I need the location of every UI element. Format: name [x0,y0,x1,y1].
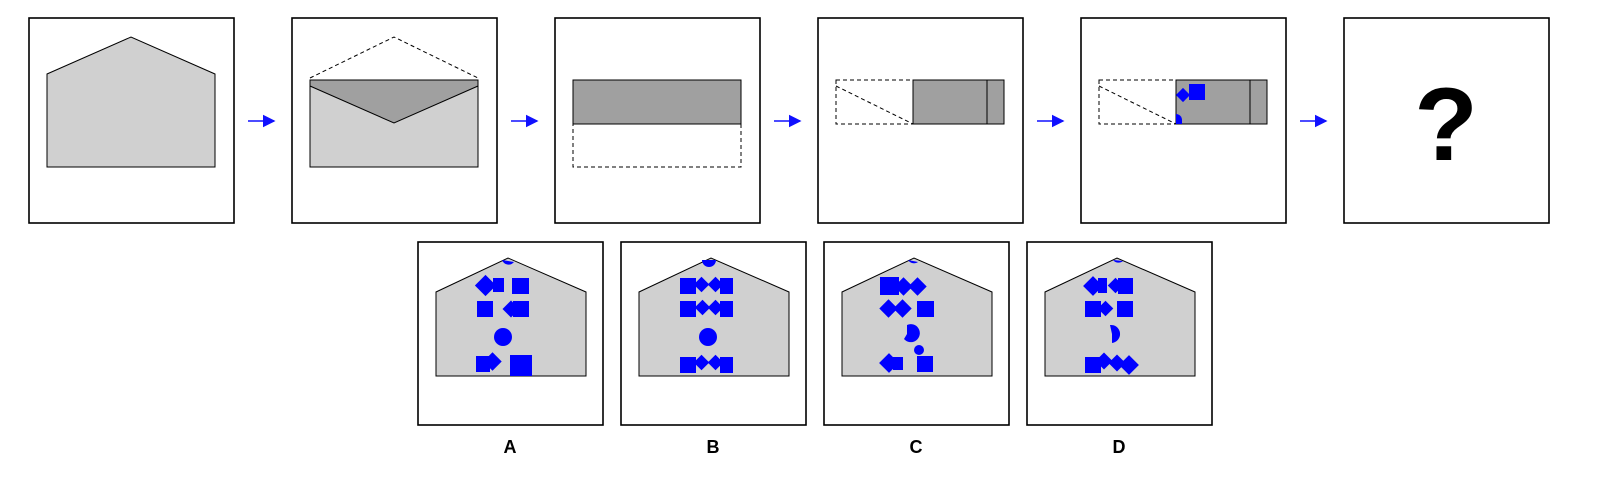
step-2-panel [291,17,498,224]
hole-top [908,260,918,264]
option-label: D [1113,437,1126,457]
hole-top [702,260,716,267]
hole-diamond [908,277,927,296]
hole-three-quarter-circle [1110,324,1121,343]
hole-square [880,277,899,295]
hole-diamond [893,299,912,318]
hole-square [720,301,733,317]
diagonal-fold-trace [1098,85,1177,125]
folded-flap [309,79,479,124]
hole-square [680,301,696,317]
original-bottom-outline [572,123,742,168]
step-3-panel [554,17,761,224]
hole-square [1118,278,1133,294]
panel-frame [1343,17,1550,224]
hole-square [720,278,733,294]
hole-square [720,357,733,373]
pentagon-sheet [46,36,216,168]
option-label: A [504,437,517,457]
step-5-panel [1080,17,1287,224]
original-flap-outline [309,36,479,79]
question-mark-icon: ? [1414,67,1478,183]
question-panel: ? [1343,17,1550,224]
pentagon-sheet [638,257,790,377]
hole-square [893,357,903,370]
hole-circle-small [914,345,924,355]
hole-square [512,278,529,294]
hole-diamond [1097,300,1114,317]
punched-hole-square [1189,84,1205,100]
punched-hole-half-circle [1176,114,1182,124]
step-1-panel [28,17,235,224]
hole-square [1098,278,1107,293]
hole-square [1085,301,1101,317]
option-d[interactable]: D [1026,241,1213,457]
hole-diamond [1119,355,1139,375]
option-label: C [910,437,923,457]
option-a[interactable]: A [417,241,604,457]
hole-three-quarter-circle [904,324,920,343]
hole-diamond [483,352,502,371]
hole-circle [699,328,717,346]
hole-square [1117,301,1133,317]
hole-square [513,301,529,317]
hole-diamond [1083,276,1103,296]
diagonal-fold-trace [835,85,914,125]
step-4-panel [817,17,1024,224]
hole-top [1113,260,1123,263]
folded-block [912,79,1005,125]
hole-top [502,260,514,265]
hole-square [493,278,504,292]
option-label: B [707,437,720,457]
hole-square [917,356,933,372]
hole-diamond [879,299,898,318]
hole-diamond [894,277,913,296]
punched-hole-diamond [1175,87,1191,103]
hole-square [917,301,934,317]
hole-square [680,357,696,373]
hole-square [680,278,696,294]
hole-circle [494,328,512,346]
folded-strip [572,79,742,125]
hole-square [477,301,493,317]
option-c[interactable]: C [823,241,1010,457]
hole-square [510,355,532,376]
option-b[interactable]: B [620,241,807,457]
